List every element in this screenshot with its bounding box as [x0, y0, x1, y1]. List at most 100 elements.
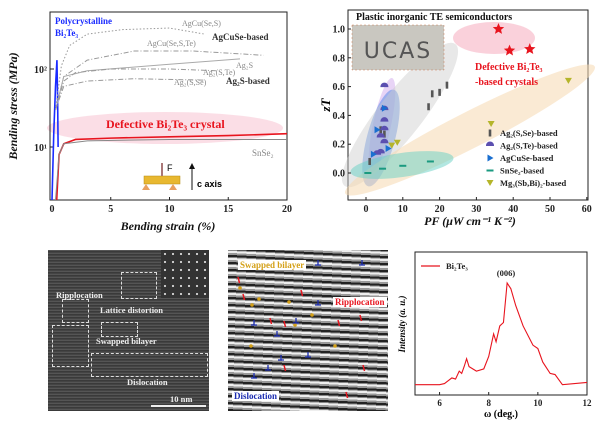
- half-circle-marker: [380, 125, 389, 131]
- dash-marker: [379, 167, 387, 170]
- y-tick-label: 10²: [34, 65, 47, 76]
- swapped-bilayer-marker: [333, 344, 337, 348]
- series-line: [51, 60, 59, 201]
- ripplocation-marker: [337, 319, 341, 327]
- triangle-right-marker: [374, 126, 381, 134]
- x-tick-label: 50: [545, 204, 555, 215]
- legend-label: Mg₃(Sb,Bi)₂-based: [500, 178, 567, 188]
- axes-frame: [414, 251, 588, 396]
- swapped-bilayer-marker: [310, 313, 314, 317]
- axes-frame: [347, 9, 589, 201]
- label-ag2s-group: Ag₂S-based: [226, 76, 270, 86]
- bar-marker: [445, 81, 449, 89]
- label-dislocation: Dislocation: [127, 377, 168, 387]
- half-circle-marker: [376, 133, 385, 138]
- y-tick-label: 0.0: [333, 169, 346, 180]
- legend-label: SnSe₂-based: [500, 166, 544, 176]
- x-axis-label: PF (μW cm⁻¹ K⁻²): [424, 214, 516, 228]
- legend-label: Ag₂(S,Se)-based: [500, 128, 558, 138]
- dislocation-marker: [274, 331, 280, 337]
- swapped-bilayer-marker: [249, 344, 253, 348]
- swapped-bilayer-marker: [238, 286, 242, 290]
- filtered-lattice-image: Swapped bilayer Ripplocation Dislocation: [228, 250, 388, 411]
- triangle-right-marker: [385, 145, 392, 153]
- chart-title: Plastic inorganic TE semiconductors: [356, 12, 512, 23]
- dislocation-marker: [251, 320, 257, 326]
- x-tick-label: 20: [435, 204, 445, 215]
- label-poly-2: Bi₂Te₃: [55, 28, 78, 38]
- axes-frame: [49, 11, 288, 201]
- y-tick-label: 1.0: [333, 25, 346, 36]
- y-tick-label: 0.2: [333, 140, 346, 151]
- series-line: [55, 58, 241, 110]
- dislocation-marker: [315, 300, 321, 306]
- star-marker: [492, 23, 505, 34]
- swapped-bilayer-marker: [257, 297, 261, 301]
- label-force: F: [167, 163, 173, 173]
- label-ag2s: Ag₂S: [236, 61, 253, 70]
- y-axis-label: Intensity (a. u.): [397, 295, 407, 353]
- triangle-down-marker: [564, 77, 572, 84]
- label-ag2ste: Ag₂(S,Te): [203, 68, 236, 77]
- bar-marker: [427, 103, 430, 111]
- x-tick-label: 12: [582, 398, 592, 408]
- svg-text:UCAS: UCAS: [364, 39, 432, 64]
- dislocation-marker: [251, 373, 257, 379]
- y-tick-label: 10¹: [34, 143, 47, 154]
- dislocation-marker: [293, 318, 299, 324]
- triangle-right-marker: [370, 150, 377, 158]
- half-circle-marker: [380, 117, 389, 122]
- label-poly-1: Polycrystalline: [55, 16, 112, 26]
- tem-image: Ripplocation Lattice distortion Swapped …: [48, 250, 209, 411]
- label-caxis: c axis: [197, 179, 222, 189]
- x-tick-label: 20: [282, 204, 292, 215]
- dash-marker: [399, 164, 407, 167]
- dislocation-marker: [265, 365, 271, 371]
- x-tick-label: 15: [223, 204, 233, 215]
- label-ripplocation: Ripplocation: [56, 290, 103, 300]
- triangle-right-marker: [381, 104, 388, 112]
- scale-bar-label: 10 nm: [170, 394, 193, 404]
- ripplocation-marker: [283, 320, 287, 328]
- dislocation-marker: [315, 260, 321, 266]
- legend-label: AgCuSe-based: [500, 153, 554, 163]
- label-agcuses: AgCu(Se,S): [182, 19, 221, 28]
- swapped-bilayer-marker: [287, 300, 291, 304]
- peak-label: (006): [497, 268, 516, 278]
- dash-marker: [364, 172, 372, 174]
- ripplocation-marker: [345, 391, 349, 399]
- dislocation-marker: [278, 355, 284, 361]
- x-axis-label: Bending strain (%): [120, 219, 216, 233]
- half-circle-marker: [380, 138, 389, 144]
- triangle-down-marker: [388, 142, 396, 149]
- x-tick-label: 0: [364, 204, 369, 215]
- ripplocation-marker: [242, 293, 246, 301]
- label-swapped-bilayer: Swapped bilayer: [238, 260, 307, 270]
- label-snse2: SnSe₂: [252, 148, 274, 158]
- label-defective: Defective Bi₂Te₃ crystal: [106, 117, 225, 131]
- series-line: [55, 50, 264, 110]
- star-marker: [503, 44, 516, 56]
- bar-marker: [383, 130, 386, 138]
- ripplocation-marker: [300, 289, 304, 297]
- y-tick-label: 0.4: [333, 111, 346, 122]
- triangle-down-marker: [486, 180, 494, 186]
- dislocation-marker: [305, 352, 311, 358]
- label-ripplocation: Ripplocation: [333, 297, 387, 307]
- label-defective-1: Defective Bi₂Te₃: [475, 62, 543, 73]
- label-agcuse-group: AgCuSe-based: [212, 32, 269, 42]
- triangle-right-marker: [487, 154, 494, 162]
- y-tick-label: 0.6: [333, 82, 346, 93]
- series-line: [55, 138, 287, 201]
- x-tick-label: 6: [437, 398, 442, 408]
- swapped-bilayer-marker: [293, 323, 297, 327]
- dash-marker: [426, 160, 434, 163]
- x-tick-label: 40: [508, 204, 518, 215]
- ripplocation-marker: [362, 364, 366, 372]
- fft-inset: [161, 250, 209, 298]
- series-line: [415, 281, 588, 386]
- ucas-logo-image: UCAS: [351, 24, 445, 71]
- x-tick-label: 60: [582, 204, 592, 215]
- x-tick-label: 30: [471, 204, 481, 215]
